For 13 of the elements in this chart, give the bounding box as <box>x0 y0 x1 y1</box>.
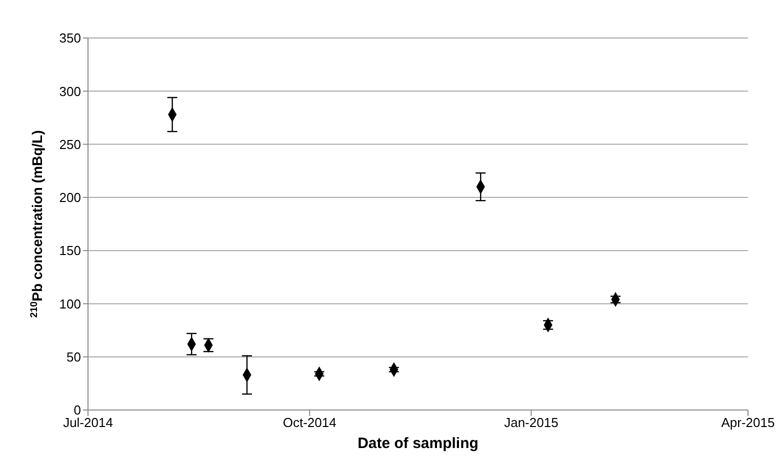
x-tick-label: Oct-2014 <box>282 415 336 430</box>
y-tick-label: 0 <box>74 402 81 418</box>
x-tick-label: Jul-2014 <box>63 415 113 430</box>
x-axis-title: Date of sampling <box>358 435 478 452</box>
y-tick-label: 300 <box>59 84 81 99</box>
y-tick-label: 200 <box>59 190 81 206</box>
y-tick-label: 350 <box>59 30 81 46</box>
x-tick-label: Jan-2015 <box>504 415 558 430</box>
x-tick-label: Apr-2015 <box>721 415 775 430</box>
y-tick-label: 50 <box>66 349 81 364</box>
y-tick-label: 250 <box>59 136 81 152</box>
y-tick-label: 150 <box>59 243 81 258</box>
y-tick-label: 100 <box>59 296 81 312</box>
